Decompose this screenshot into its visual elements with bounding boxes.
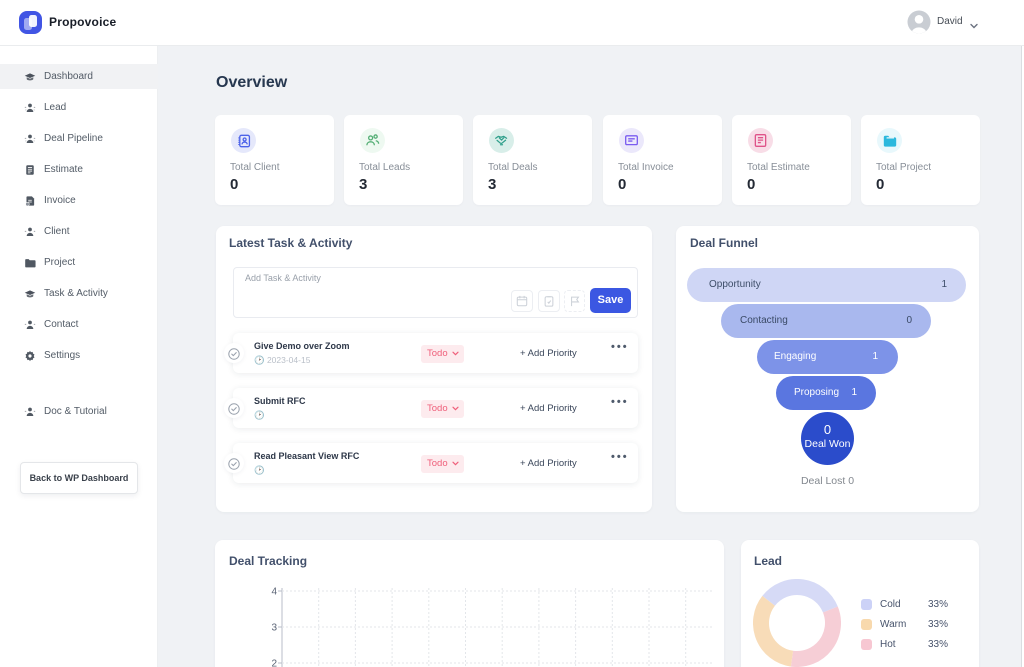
svg-text:4: 4	[271, 587, 277, 598]
svg-text:3: 3	[271, 623, 277, 634]
svg-text:2: 2	[271, 659, 277, 667]
